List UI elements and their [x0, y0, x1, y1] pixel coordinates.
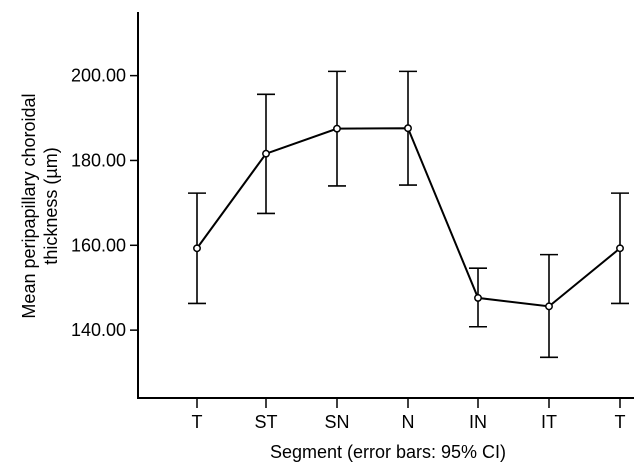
- data-point: [262, 149, 270, 158]
- x-tick-label: T: [615, 412, 626, 432]
- x-tick-label: IN: [469, 412, 487, 432]
- data-point: [404, 124, 412, 133]
- ticks: 140.00 160.00 180.00 200.00 T ST SN N IN IT T: [71, 66, 626, 432]
- markers: [193, 124, 624, 311]
- y-axis-label: Mean peripapillary choroidal thickness (µ…: [19, 93, 61, 318]
- y-tick-label: 180.00: [71, 150, 126, 170]
- y-axis-label-line: Mean peripapillary choroidal: [19, 93, 39, 318]
- data-point: [193, 244, 201, 253]
- x-tick-label: T: [192, 412, 203, 432]
- y-tick-label: 140.00: [71, 320, 126, 340]
- y-axis-label-line: thickness (µm): [41, 147, 61, 264]
- error-bars: [188, 70, 629, 359]
- axes: [137, 12, 634, 399]
- x-tick-label: ST: [254, 412, 277, 432]
- x-tick-label: N: [402, 412, 415, 432]
- data-point: [545, 302, 553, 311]
- axis-labels: Segment (error bars: 95% CI) Mean peripap…: [19, 93, 506, 462]
- data-point: [616, 244, 624, 253]
- x-tick-label: IT: [541, 412, 557, 432]
- y-tick-label: 200.00: [71, 66, 126, 86]
- x-axis-label: Segment (error bars: 95% CI): [270, 442, 506, 462]
- x-tick-label: SN: [324, 412, 349, 432]
- data-point: [474, 293, 482, 302]
- data-point: [333, 124, 341, 133]
- y-tick-label: 160.00: [71, 235, 126, 255]
